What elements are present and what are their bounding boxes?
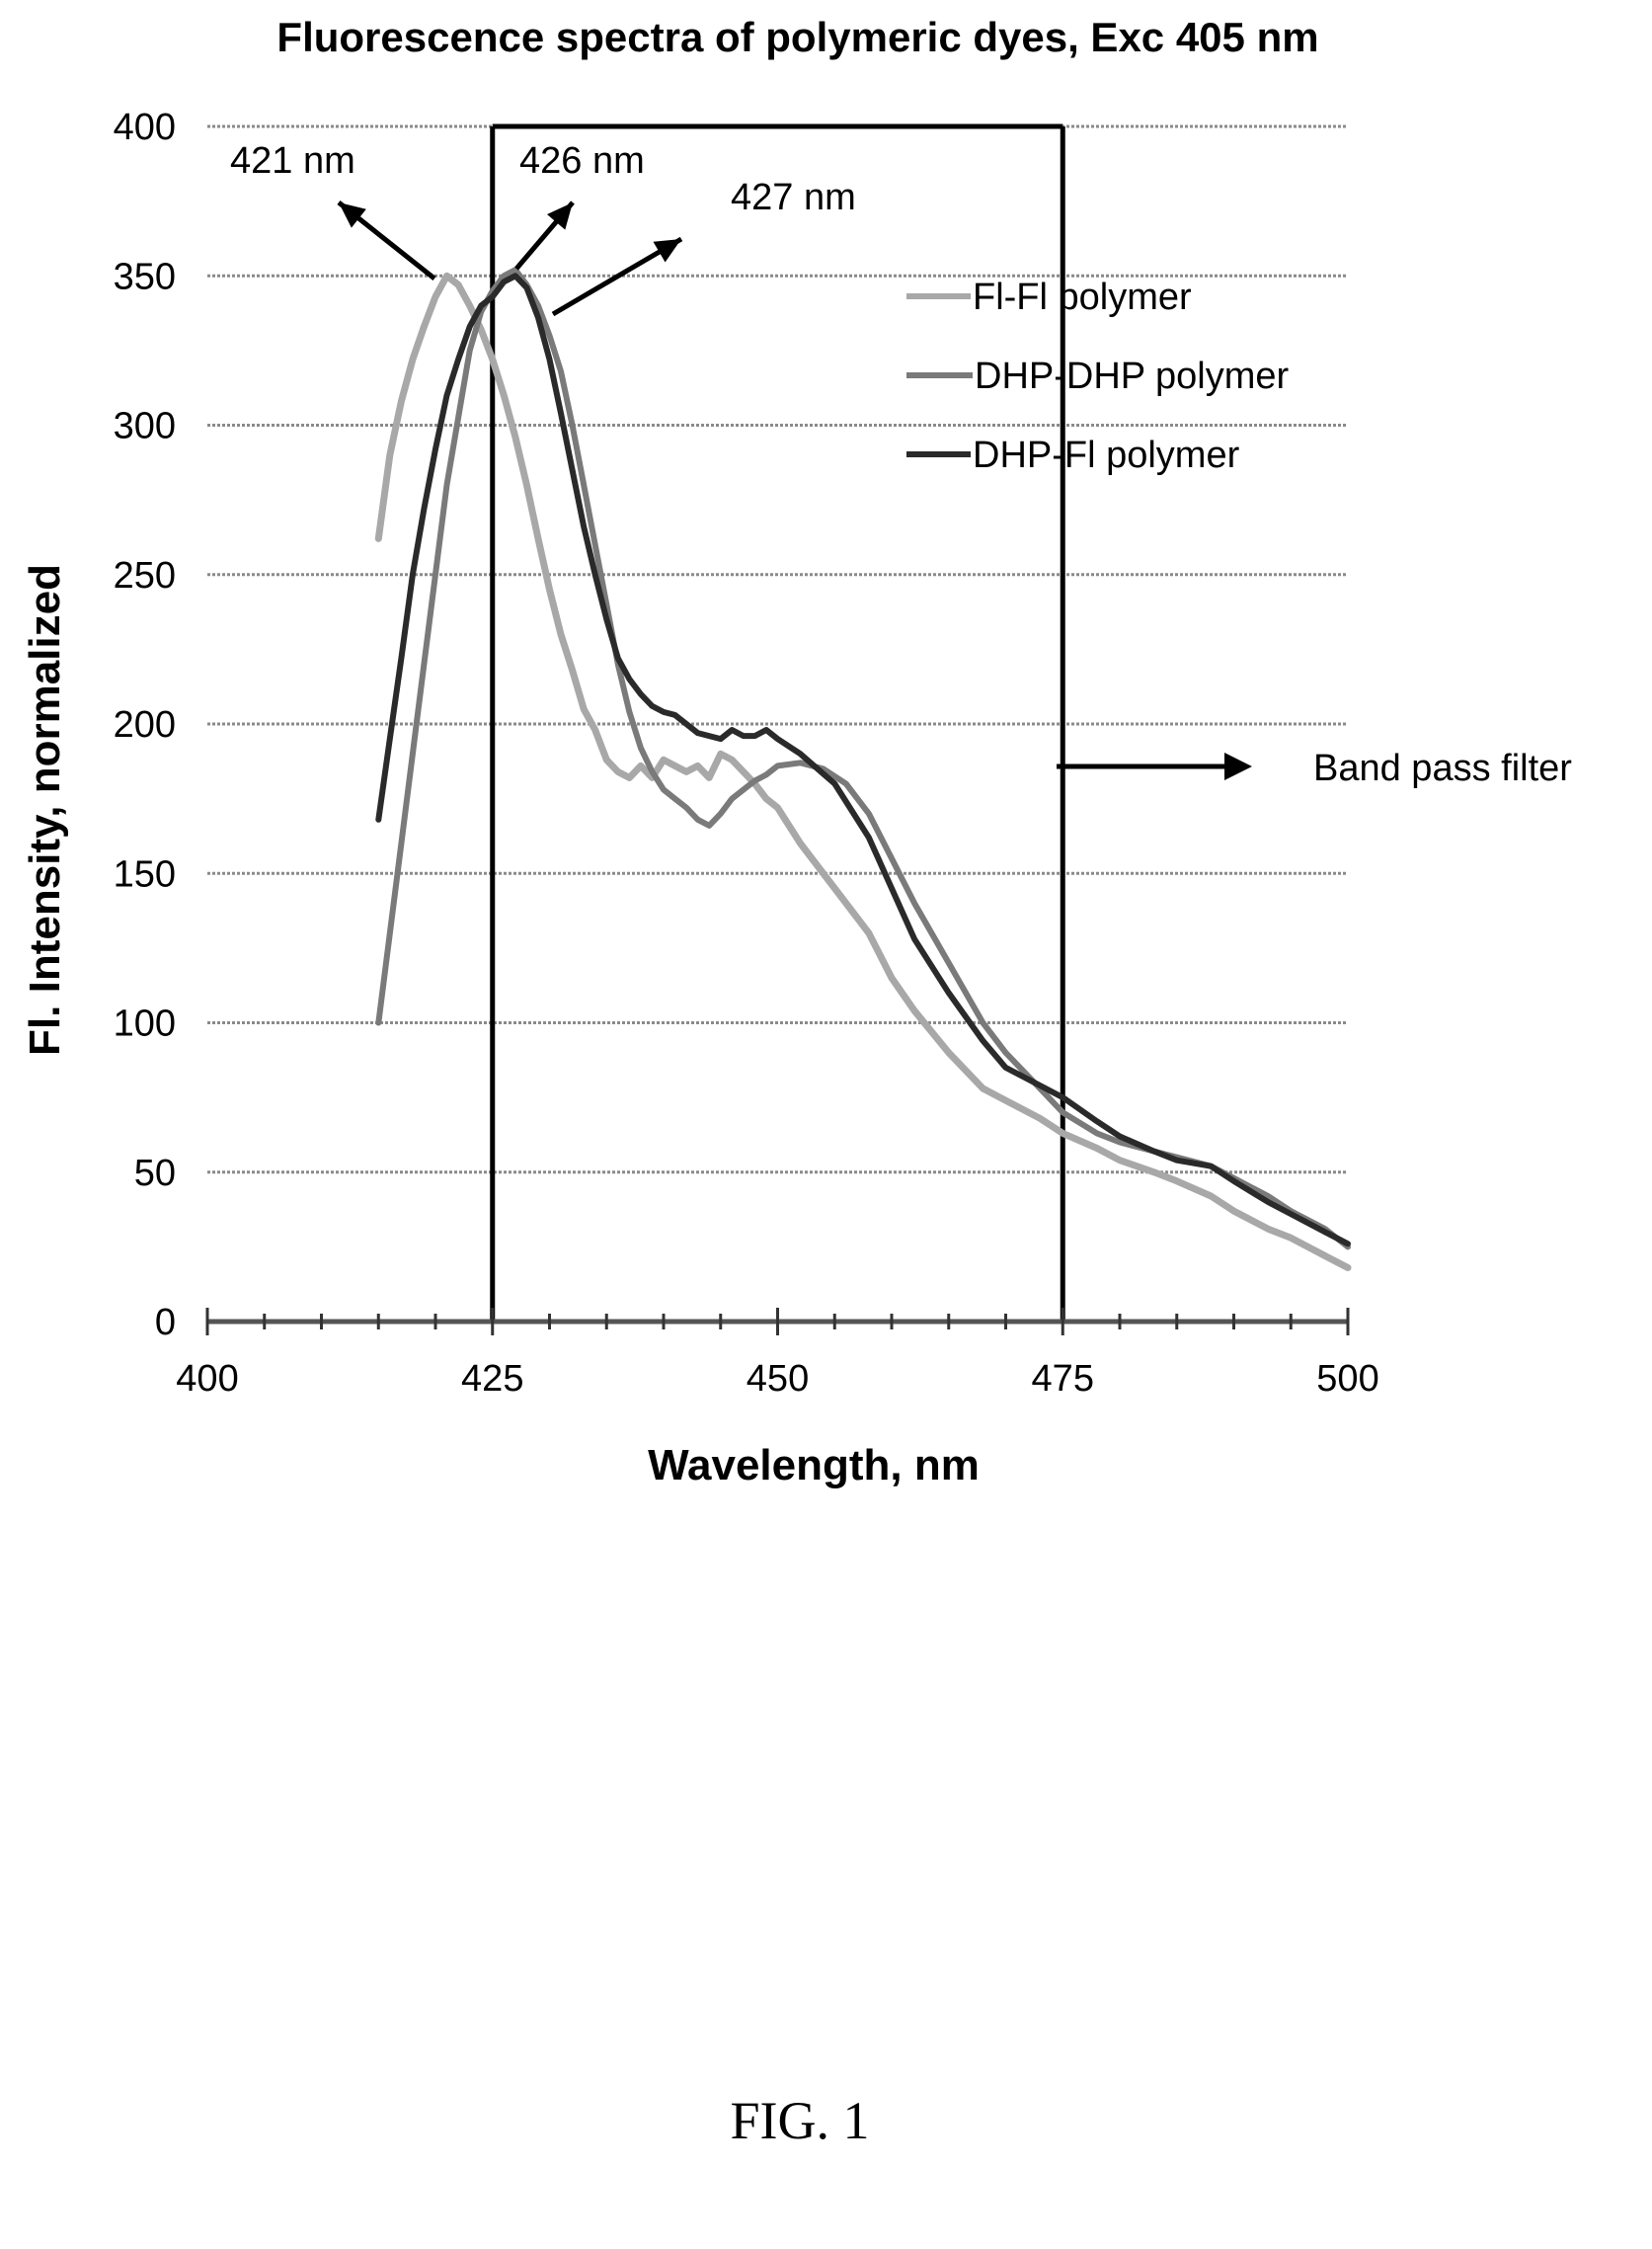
- band-pass-filter-arrow: [1057, 753, 1252, 780]
- y-tick-label-0: 0: [155, 1302, 176, 1343]
- series-lines: [374, 267, 1352, 1271]
- y-axis: 0 50 100 150 200 250 300 350 400: [114, 107, 176, 1343]
- band-pass-box: [490, 123, 1065, 1322]
- x-axis-title: Wavelength, nm: [648, 1441, 980, 1489]
- x-tick-label-450: 450: [747, 1358, 809, 1400]
- series-line-dhp-dhp-polymer: [375, 267, 1351, 1250]
- x-axis: 400 425 450 475 500: [176, 1308, 1379, 1400]
- arrow-427-nm: [551, 236, 683, 317]
- annotation-421-nm: 421 nm: [230, 140, 355, 182]
- legend: Fl-Fl polymer DHP-DHP polymer DHP-Fl pol…: [906, 277, 1289, 476]
- arrow-421-nm: [337, 201, 436, 281]
- peak-arrows: [337, 201, 683, 317]
- arrow-426-nm: [514, 201, 575, 271]
- y-tick-label-150: 150: [114, 853, 176, 895]
- y-tick-label-50: 50: [134, 1153, 176, 1194]
- legend-label-dhp-fl: DHP-Fl polymer: [973, 435, 1240, 476]
- y-tick-label-300: 300: [114, 406, 176, 447]
- annotation-426-nm: 426 nm: [519, 140, 645, 182]
- series-line-fl-fl-polymer: [374, 272, 1352, 1271]
- y-tick-label-400: 400: [114, 107, 176, 148]
- y-axis-title: Fl. Intensity, normalized: [21, 564, 69, 1056]
- x-tick-label-500: 500: [1316, 1358, 1378, 1400]
- annotation-427-nm: 427 nm: [731, 177, 856, 218]
- y-tick-label-250: 250: [114, 555, 176, 597]
- x-tick-label-425: 425: [461, 1358, 523, 1400]
- legend-label-dhp-dhp: DHP-DHP polymer: [975, 356, 1289, 397]
- x-tick-label-475: 475: [1032, 1358, 1094, 1400]
- band-pass-filter-label: Band pass filter: [1313, 748, 1572, 789]
- y-tick-label-100: 100: [114, 1004, 176, 1045]
- y-tick-label-350: 350: [114, 256, 176, 297]
- x-tick-label-400: 400: [176, 1358, 238, 1400]
- chart-title: Fluorescence spectra of polymeric dyes, …: [276, 14, 1318, 60]
- series-line-dhp-fl-polymer: [375, 273, 1351, 1247]
- y-tick-label-200: 200: [114, 704, 176, 746]
- figure-label: FIG. 1: [730, 2091, 869, 2150]
- legend-label-fl-fl: Fl-Fl polymer: [973, 277, 1192, 318]
